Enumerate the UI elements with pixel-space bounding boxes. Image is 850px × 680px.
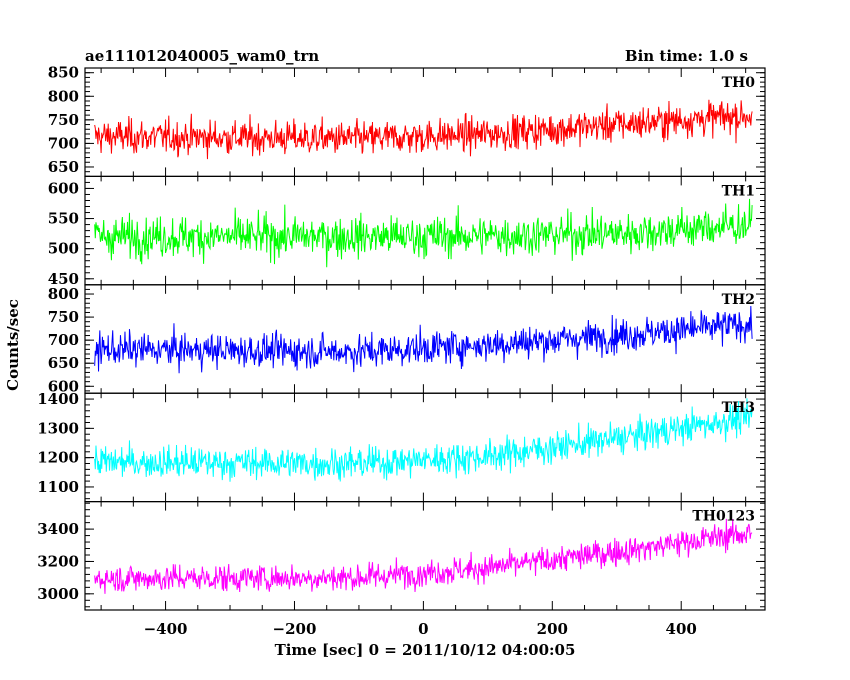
- bin-time-label: Bin time: 1.0 s: [625, 47, 748, 65]
- x-tick-label: 0: [418, 620, 428, 638]
- panel-frame: [84, 392, 766, 503]
- panel-frame: [84, 284, 766, 394]
- y-tick-label: 3000: [37, 585, 79, 603]
- panel-th0123: 3000 3200 3400 TH0123: [37, 501, 766, 611]
- y-tick-label: 1100: [37, 478, 79, 496]
- y-tick-label: 1200: [37, 449, 79, 467]
- panel-label-th0123: TH0123: [692, 509, 755, 525]
- y-tick-label: 650: [48, 354, 79, 372]
- y-tick-label: 750: [48, 308, 79, 326]
- x-tick-label: −400: [144, 620, 188, 638]
- y-axis-title: Counts/sec: [4, 299, 22, 391]
- panel-th1: 450 500 550 600 TH1: [48, 175, 766, 288]
- panel-th3: 1100 1200 1300 1400 TH3: [37, 390, 766, 503]
- y-tick-label: 1400: [37, 390, 79, 408]
- y-tick-label: 700: [48, 331, 79, 349]
- panel-th2: 600 650 700 750 800 TH2: [48, 284, 766, 395]
- series-line-th2: [94, 305, 753, 374]
- y-tick-label: 600: [48, 377, 79, 395]
- y-tick-label: 1300: [37, 419, 79, 437]
- y-tick-label: 500: [48, 240, 79, 258]
- y-tick-label: 450: [48, 270, 79, 288]
- panel-th0: 650 700 750 800 850 TH0: [48, 64, 766, 178]
- panel-frame: [84, 501, 766, 611]
- series-line-th1: [94, 198, 753, 268]
- panel-label-th1: TH1: [722, 183, 755, 199]
- y-tick-label: 550: [48, 210, 79, 228]
- y-tick-label: 3400: [37, 520, 79, 538]
- y-tick-label: 850: [48, 64, 79, 82]
- y-tick-label: 750: [48, 111, 79, 129]
- y-tick-label: 800: [48, 285, 79, 303]
- panel-frame: [84, 67, 766, 178]
- y-tick-label: 650: [48, 158, 79, 176]
- panel-label-th2: TH2: [722, 292, 755, 308]
- y-tick-label: 800: [48, 87, 79, 105]
- x-axis-title: Time [sec] 0 = 2011/10/12 04:00:05: [275, 641, 576, 659]
- series-line-th3: [94, 398, 753, 482]
- y-tick-label: 600: [48, 179, 79, 197]
- series-line-th0123: [94, 518, 753, 594]
- x-axis: −400 −200 0 200 400: [144, 620, 697, 638]
- x-tick-label: −200: [273, 620, 317, 638]
- y-tick-label: 3200: [37, 552, 79, 570]
- panel-label-th3: TH3: [722, 400, 755, 416]
- x-tick-label: 400: [666, 620, 697, 638]
- chart-title: ae111012040005_wam0_trn: [85, 47, 319, 65]
- panels: 650 700 750 800 850 TH0 450 500 550 600 TH1 600 650 7…: [37, 64, 766, 611]
- x-tick-label: 200: [537, 620, 568, 638]
- panel-label-th0: TH0: [722, 75, 756, 91]
- y-tick-label: 700: [48, 134, 79, 152]
- series-line-th0: [94, 99, 753, 160]
